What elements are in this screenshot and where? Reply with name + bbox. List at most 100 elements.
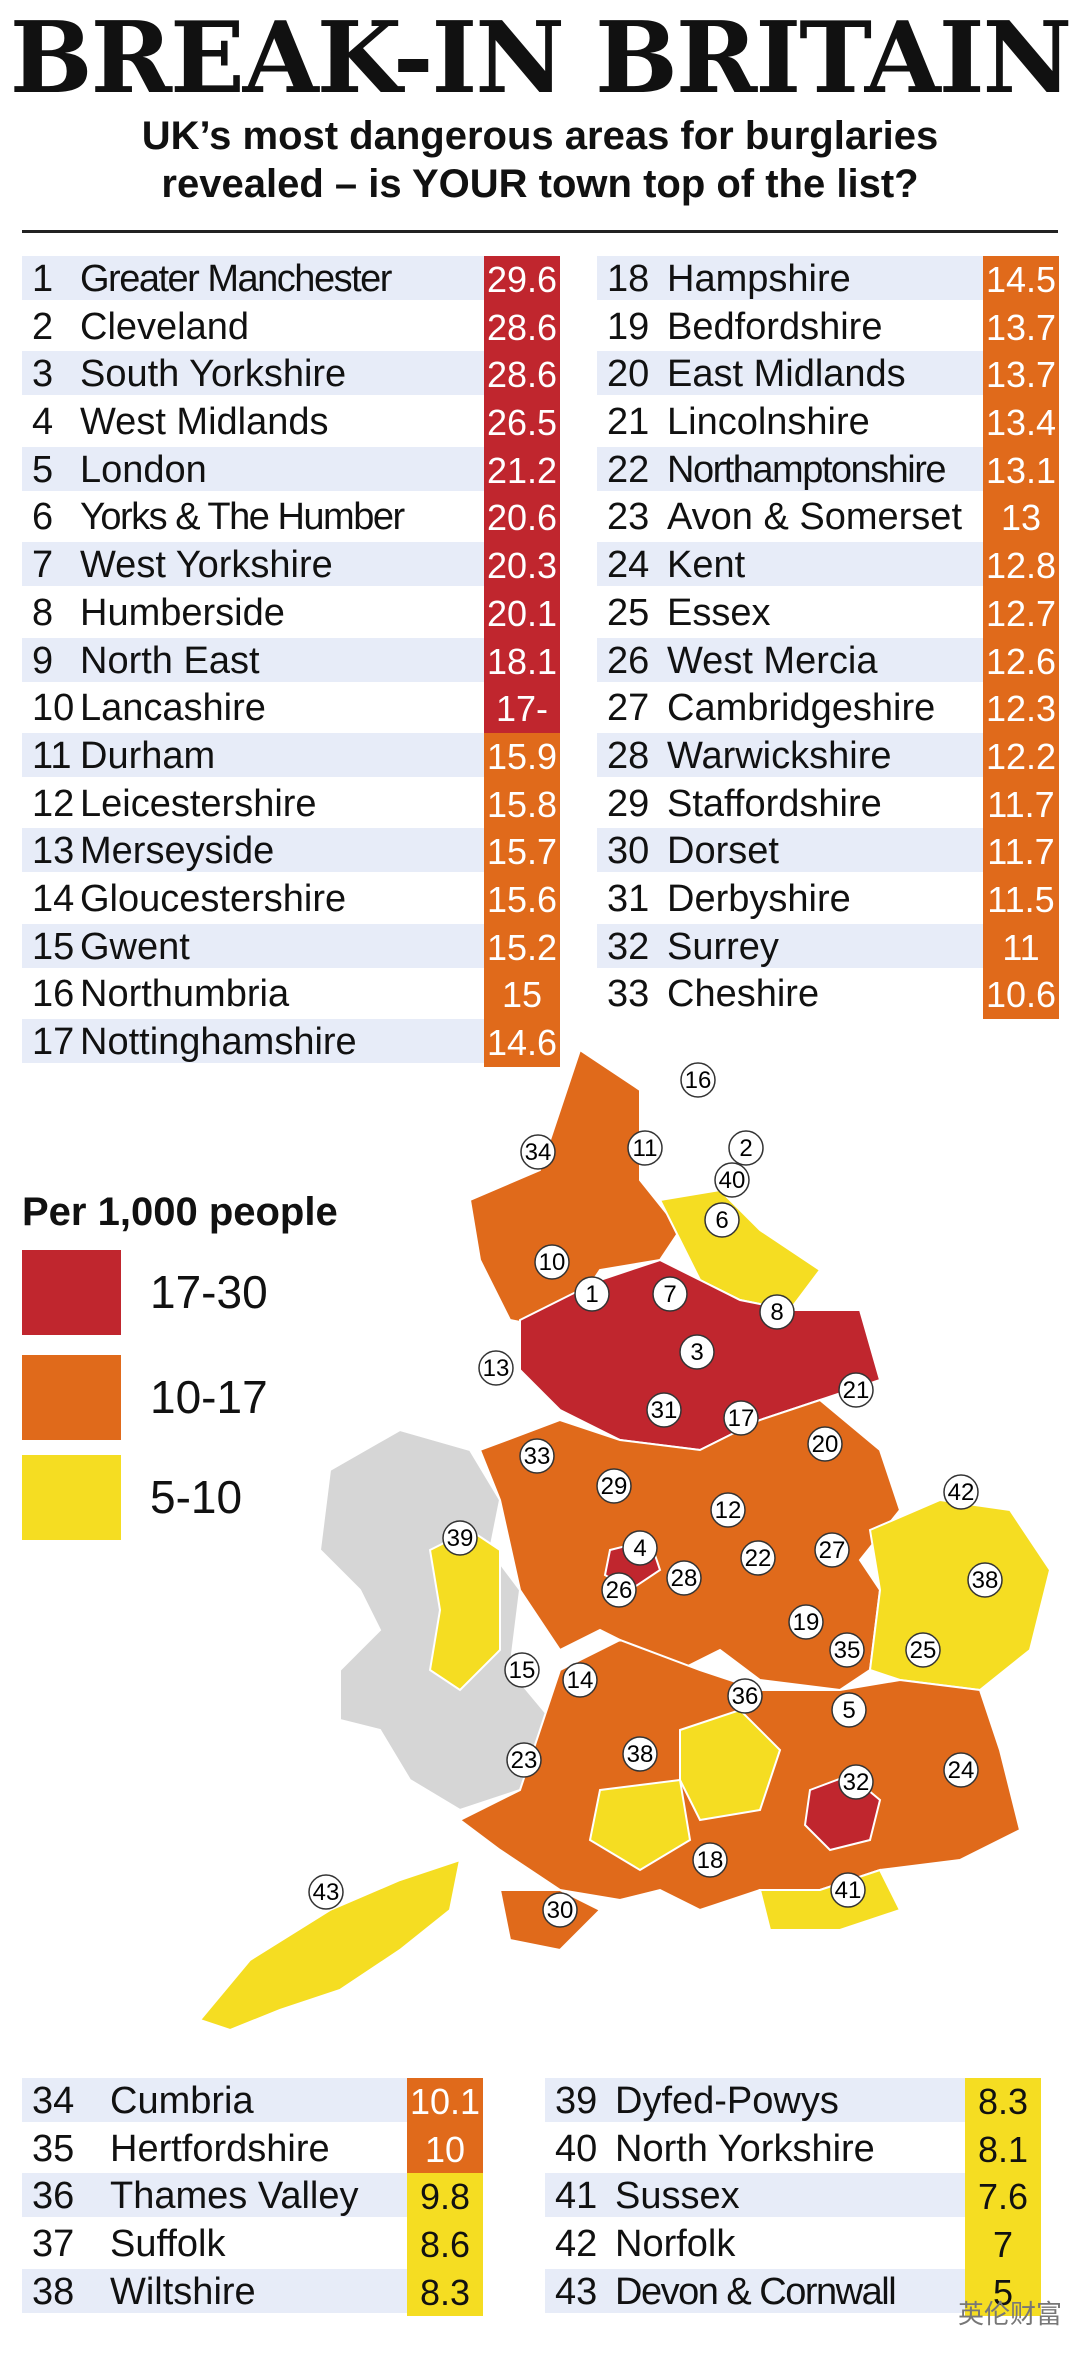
rank-number: 36 <box>32 2175 75 2218</box>
svg-text:17: 17 <box>728 1405 755 1432</box>
row-label: 11 Durham <box>22 732 484 777</box>
map-marker-35: 35 <box>829 1632 865 1668</box>
area-name: Sussex <box>615 2175 740 2218</box>
table-row: 23 Avon & Somerset 13 <box>597 494 1059 543</box>
rank-number: 41 <box>555 2175 598 2218</box>
map-region-34 <box>468 1048 682 1332</box>
legend-title: Per 1,000 people <box>22 1190 338 1234</box>
row-label: 7 West Yorkshire <box>22 542 484 587</box>
rank-number: 14 <box>32 877 75 920</box>
table-row: 3 South Yorkshire 28.6 <box>22 351 574 400</box>
subtitle-line-1: UK’s most dangerous areas for burglaries <box>141 114 939 158</box>
svg-text:27: 27 <box>819 1537 846 1564</box>
area-name: West Midlands <box>80 401 329 444</box>
area-name: Nottinghamshire <box>80 1021 357 1063</box>
watermark: 英伦财富 <box>957 2299 1062 2329</box>
burglary-rate: 12.3 <box>983 685 1059 733</box>
burglary-rate: 20.1 <box>484 589 560 638</box>
table-row: 43 Devon & Cornwall 5 <box>545 2268 1058 2317</box>
burglary-rate: 12.2 <box>983 732 1059 781</box>
row-label: 38 Wiltshire <box>22 2268 407 2313</box>
map-marker-43: 43 <box>308 1874 344 1910</box>
table-row: 39 Dyfed-Powys 8.3 <box>545 2078 1058 2126</box>
map-marker-16: 16 <box>680 1062 716 1098</box>
row-label: 33 Cheshire <box>597 971 983 1015</box>
area-name: Gwent <box>80 925 190 968</box>
table-row: 38 Wiltshire 8.3 <box>22 2268 520 2317</box>
map-marker-2: 2 <box>728 1130 764 1166</box>
rank-number: 21 <box>607 401 650 444</box>
svg-text:6: 6 <box>715 1207 728 1234</box>
svg-text:40: 40 <box>719 1167 746 1194</box>
svg-text:22: 22 <box>745 1545 772 1572</box>
svg-text:38: 38 <box>627 1741 654 1768</box>
burglary-rate: 13.1 <box>983 446 1059 495</box>
table-row: 26 West Mercia 12.6 <box>597 637 1059 686</box>
burglary-rate: 7 <box>965 2221 1041 2269</box>
row-label: 40 North Yorkshire <box>545 2126 965 2170</box>
england-wales-map: 16 34 11 2 40 6 10 1 7 8 3 13 21 31 17 20 33 29 12 42 39 4 22 2… <box>0 1030 1080 2090</box>
burglary-rate: 12.8 <box>983 542 1059 590</box>
ranking-table-top-left: 1 Greater Manchester 29.6 2 Cleveland 28.6 3 So… <box>22 256 574 1067</box>
area-name: Cambridgeshire <box>667 687 936 730</box>
burglary-rate: 12.6 <box>983 637 1059 686</box>
map-marker-12: 12 <box>710 1492 746 1528</box>
table-row: 36 Thames Valley 9.8 <box>22 2173 520 2222</box>
area-name: Leicestershire <box>80 782 317 825</box>
table-row: 13 Merseyside 15.7 <box>22 828 574 876</box>
row-label: 18 Hampshire <box>597 256 983 300</box>
area-name: Derbyshire <box>667 877 851 920</box>
map-marker-11: 11 <box>627 1130 663 1166</box>
rank-number: 3 <box>32 353 54 396</box>
legend-label: 10-17 <box>150 1371 268 1423</box>
table-row: 34 Cumbria 10.1 <box>22 2078 520 2126</box>
row-label: 37 Suffolk <box>22 2221 407 2265</box>
burglary-rate: 13.7 <box>983 351 1059 400</box>
row-label: 3 South Yorkshire <box>22 351 484 396</box>
table-row: 42 Norfolk 7 <box>545 2221 1058 2269</box>
rank-number: 13 <box>32 830 75 873</box>
map-marker-38: 38 <box>622 1736 658 1772</box>
area-name: Gloucestershire <box>80 877 347 920</box>
table-row: 41 Sussex 7.6 <box>545 2173 1058 2222</box>
area-name: East Midlands <box>667 353 906 396</box>
table-row: 32 Surrey 11 <box>597 923 1059 972</box>
ranking-table-top-right: 18 Hampshire 14.5 19 Bedfordshire 13.7 20 East … <box>597 256 1059 1019</box>
burglary-rate: 14.5 <box>983 256 1059 304</box>
burglary-rate: 15.2 <box>484 923 560 972</box>
svg-text:34: 34 <box>525 1139 552 1166</box>
burglary-rate: 15.6 <box>484 875 560 924</box>
row-label: 41 Sussex <box>545 2173 965 2218</box>
svg-text:1: 1 <box>585 1281 598 1308</box>
area-name: West Yorkshire <box>80 544 333 587</box>
map-marker-25: 25 <box>905 1632 941 1668</box>
area-name: Lancashire <box>80 687 266 730</box>
table-row: 16 Northumbria 15 <box>22 971 574 1019</box>
map-marker-1: 1 <box>574 1276 610 1312</box>
svg-text:12: 12 <box>715 1497 742 1524</box>
burglary-rate: 20.6 <box>484 494 560 543</box>
svg-text:33: 33 <box>524 1443 551 1470</box>
row-label: 22 Northamptonshire <box>597 446 983 491</box>
table-row: 1 Greater Manchester 29.6 <box>22 256 574 304</box>
rank-number: 2 <box>32 305 54 348</box>
svg-text:24: 24 <box>948 1757 975 1784</box>
area-name: Durham <box>80 734 216 777</box>
rank-number: 5 <box>32 448 54 491</box>
burglary-rate: 13.7 <box>983 303 1059 352</box>
svg-text:28: 28 <box>671 1565 698 1592</box>
row-label: 43 Devon & Cornwall <box>545 2268 965 2313</box>
rank-number: 31 <box>607 877 650 920</box>
table-row: 9 North East 18.1 <box>22 637 574 686</box>
table-row: 33 Cheshire 10.6 <box>597 971 1059 1019</box>
area-name: Hampshire <box>667 258 851 300</box>
table-row: 4 West Midlands 26.5 <box>22 399 574 447</box>
table-row: 29 Staffordshire 11.7 <box>597 780 1059 829</box>
rank-number: 27 <box>607 687 650 730</box>
area-name: Hertfordshire <box>110 2127 330 2170</box>
svg-text:4: 4 <box>633 1535 646 1562</box>
table-row: 35 Hertfordshire 10 <box>22 2125 520 2174</box>
area-name: Essex <box>667 591 771 634</box>
burglary-rate: 21.2 <box>484 446 560 495</box>
